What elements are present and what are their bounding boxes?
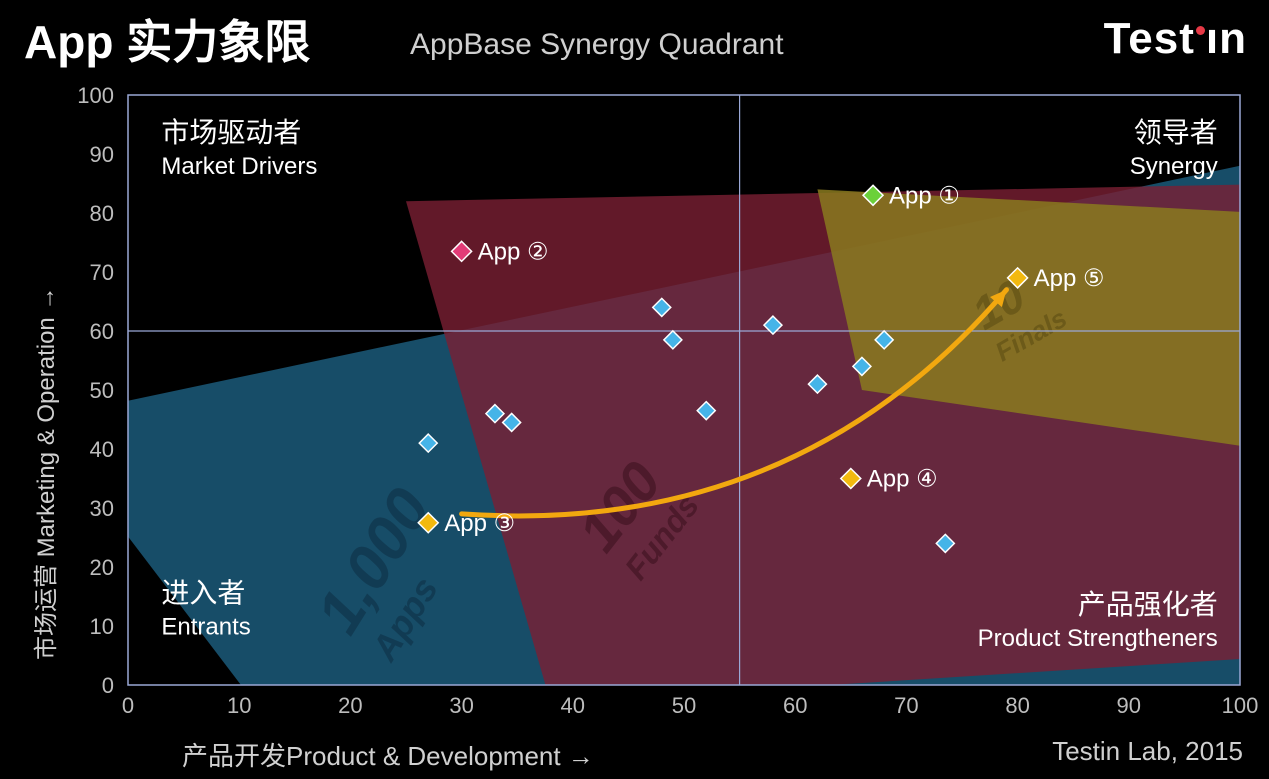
y-tick: 20 <box>90 555 114 580</box>
y-tick: 80 <box>90 201 114 226</box>
y-tick: 0 <box>102 673 114 698</box>
quad-label-en: Product Strengtheners <box>978 625 1218 652</box>
x-tick: 60 <box>783 693 807 718</box>
quad-label-cn: 领导者 <box>1134 117 1218 148</box>
y-tick: 60 <box>90 319 114 344</box>
y-tick: 50 <box>90 378 114 403</box>
x-tick: 90 <box>1117 693 1141 718</box>
x-tick: 80 <box>1005 693 1029 718</box>
quad-label-en: Market Drivers <box>161 153 317 180</box>
quad-label-en: Entrants <box>161 613 250 640</box>
y-tick: 70 <box>90 260 114 285</box>
y-tick: 10 <box>90 614 114 639</box>
wedges <box>39 154 1269 756</box>
x-tick: 50 <box>672 693 696 718</box>
point-label: App ① <box>889 182 960 209</box>
x-tick: 70 <box>894 693 918 718</box>
quad-label-cn: 进入者 <box>161 577 245 608</box>
y-tick: 100 <box>77 83 114 108</box>
x-tick: 100 <box>1222 693 1259 718</box>
point-label: App ③ <box>444 510 515 537</box>
quad-label-cn: 市场驱动者 <box>161 117 301 148</box>
x-tick: 10 <box>227 693 251 718</box>
quad-label-cn: 产品强化者 <box>1078 589 1218 620</box>
x-tick: 30 <box>449 693 473 718</box>
y-tick: 40 <box>90 437 114 462</box>
quadrant-chart: 1,000Apps100Funds10Finals010203040506070… <box>0 0 1269 779</box>
y-tick: 30 <box>90 496 114 521</box>
x-tick: 40 <box>561 693 585 718</box>
x-tick: 0 <box>122 693 134 718</box>
point-label: App ② <box>478 238 549 265</box>
y-tick: 90 <box>90 142 114 167</box>
point-label: App ⑤ <box>1034 265 1105 292</box>
point-label: App ④ <box>867 466 938 493</box>
quad-label-en: Synergy <box>1130 153 1218 180</box>
x-tick: 20 <box>338 693 362 718</box>
